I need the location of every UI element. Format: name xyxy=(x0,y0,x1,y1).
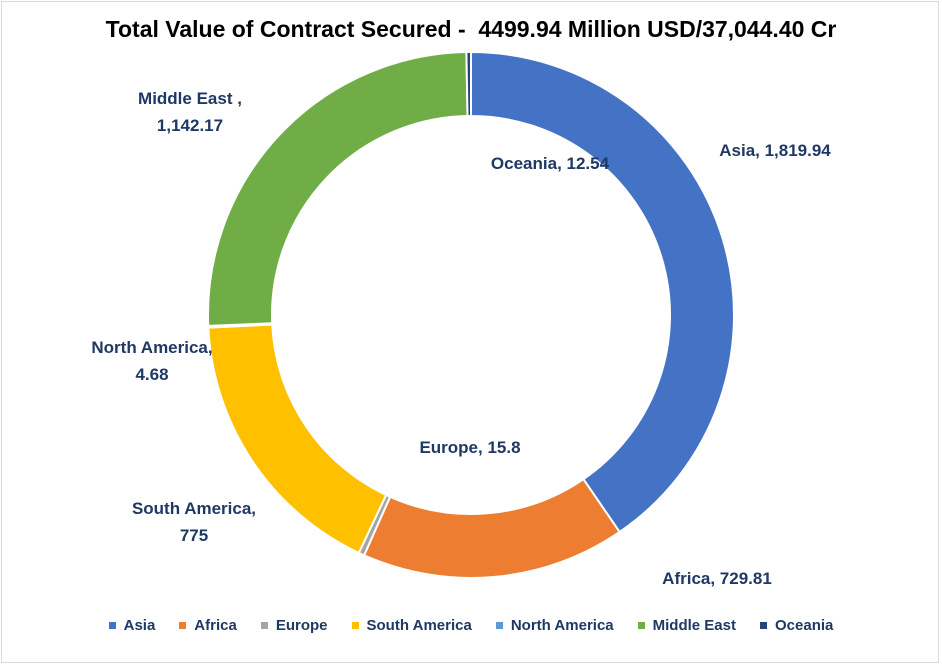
data-labels: Asia, 1,819.94 Africa, 729.81 Europe, 15.8… xyxy=(91,89,831,588)
chart-title: Total Value of Contract Secured - 4499.9… xyxy=(105,16,837,42)
data-label-line: Asia, 1,819.94 xyxy=(719,141,831,160)
data-label-line: North America, xyxy=(91,338,212,357)
legend-label: Oceania xyxy=(775,616,834,634)
legend-swatch xyxy=(637,621,645,629)
data-label-asia: Asia, 1,819.94 xyxy=(719,141,831,160)
legend-item-oceania: Oceania xyxy=(760,617,833,634)
legend-swatch xyxy=(495,621,503,629)
donut-slices xyxy=(207,50,735,579)
data-label-line: Europe, 15.8 xyxy=(419,438,520,457)
legend-swatch xyxy=(260,621,268,629)
data-label-oceania: Oceania, 12.54 xyxy=(491,154,610,173)
data-label-middle-east: Middle East , 1,142.17 xyxy=(138,89,242,135)
legend-label: Africa xyxy=(194,616,237,634)
slice-africa xyxy=(362,477,621,579)
legend-swatch xyxy=(179,621,187,629)
legend-label: North America xyxy=(510,616,614,634)
data-label-europe: Europe, 15.8 xyxy=(419,438,520,457)
legend-item-north-america: North America xyxy=(495,616,614,634)
slice-asia xyxy=(470,50,735,534)
slice-south-america xyxy=(207,323,388,555)
chart-legend: Asia Africa Europe South America North Ameri… xyxy=(0,614,942,636)
data-label-line: 1,142.17 xyxy=(157,116,223,135)
data-label-north-america: North America, 4.68 xyxy=(91,338,212,384)
legend-label: Middle East xyxy=(652,616,736,634)
legend-item-asia: Asia xyxy=(108,616,156,634)
data-label-south-america: South America, 775 xyxy=(132,499,256,545)
slice-middle-east xyxy=(207,51,469,327)
legend-item-africa: Africa xyxy=(179,617,237,634)
data-label-line: 4.68 xyxy=(135,365,168,384)
legend-swatch xyxy=(351,621,359,629)
data-label-line: South America, xyxy=(132,499,256,518)
data-label-line: Middle East , xyxy=(138,89,242,108)
legend-item-middle-east: Middle East xyxy=(637,616,736,634)
data-label-line: Oceania, 12.54 xyxy=(491,154,610,173)
legend-item-south-america: South America xyxy=(351,616,472,634)
legend-label: South America xyxy=(366,616,472,634)
legend-swatch xyxy=(760,621,767,629)
slice-oceania xyxy=(465,50,472,118)
legend-label: Europe xyxy=(275,616,328,634)
data-label-line: 775 xyxy=(180,526,208,545)
data-label-line: Africa, 729.81 xyxy=(662,569,772,588)
legend-label: Asia xyxy=(123,616,156,634)
legend-item-europe: Europe xyxy=(260,616,328,634)
legend-swatch xyxy=(108,621,116,629)
data-label-africa: Africa, 729.81 xyxy=(662,569,772,588)
